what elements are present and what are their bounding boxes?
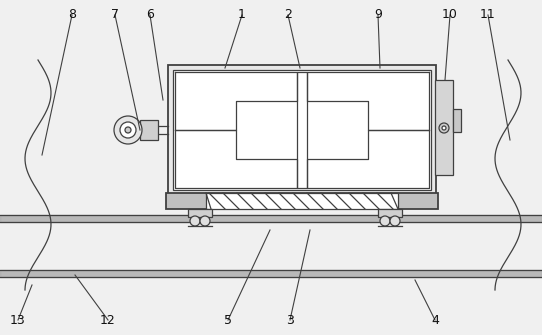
Polygon shape xyxy=(307,72,429,130)
Polygon shape xyxy=(175,72,297,130)
Bar xyxy=(173,70,431,190)
Text: 10: 10 xyxy=(442,8,458,21)
Bar xyxy=(206,193,398,209)
Text: 13: 13 xyxy=(10,314,26,327)
Text: 6: 6 xyxy=(146,8,154,21)
Polygon shape xyxy=(175,130,297,188)
Bar xyxy=(140,120,158,140)
Text: 7: 7 xyxy=(111,8,119,21)
Bar xyxy=(297,72,307,188)
Circle shape xyxy=(114,116,142,144)
Circle shape xyxy=(380,216,390,226)
Text: 8: 8 xyxy=(68,8,76,21)
Bar xyxy=(168,65,436,195)
Bar xyxy=(166,193,438,209)
Circle shape xyxy=(390,216,400,226)
Polygon shape xyxy=(307,130,429,188)
Bar xyxy=(378,209,402,217)
Bar xyxy=(453,109,461,132)
Circle shape xyxy=(200,216,210,226)
Text: 5: 5 xyxy=(224,314,232,327)
Circle shape xyxy=(125,127,131,133)
Bar xyxy=(188,209,212,217)
Text: 3: 3 xyxy=(286,314,294,327)
Circle shape xyxy=(442,126,446,130)
Text: 9: 9 xyxy=(374,8,382,21)
Text: 11: 11 xyxy=(480,8,496,21)
Text: 1: 1 xyxy=(238,8,246,21)
Text: 2: 2 xyxy=(284,8,292,21)
Bar xyxy=(435,80,453,175)
Circle shape xyxy=(120,122,136,138)
Circle shape xyxy=(190,216,200,226)
Circle shape xyxy=(439,123,449,133)
Text: 4: 4 xyxy=(431,314,439,327)
Text: 12: 12 xyxy=(100,314,116,327)
